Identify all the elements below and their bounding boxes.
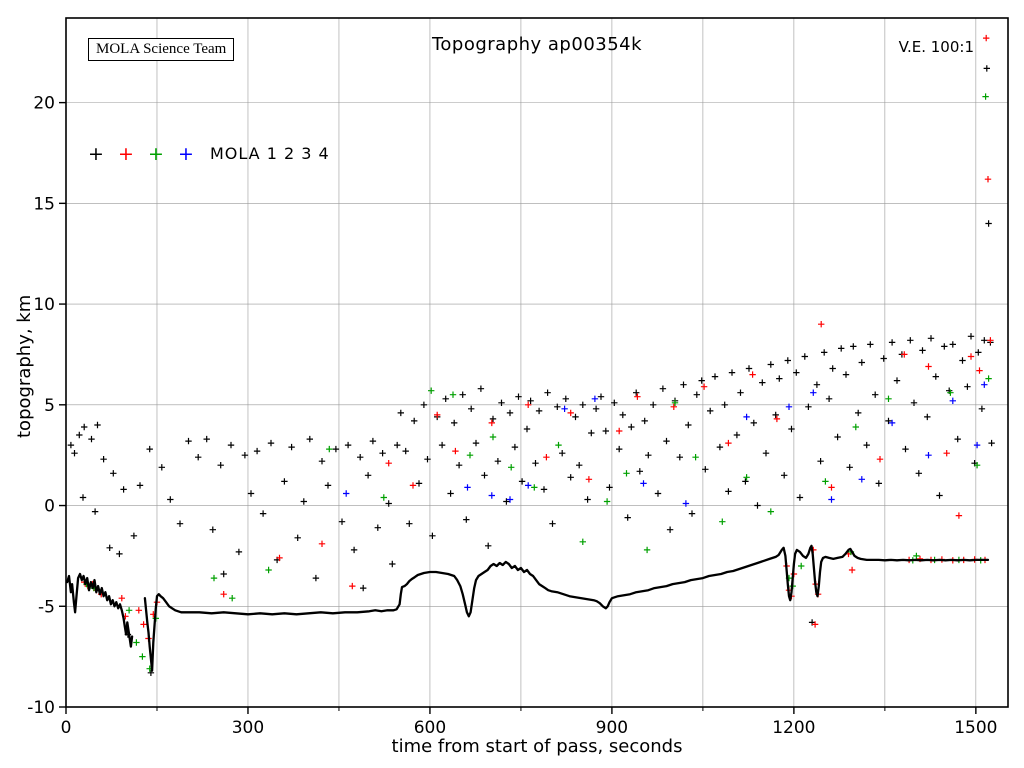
- x-tick-label: 1500: [954, 718, 997, 738]
- scatter-series-2: [81, 34, 994, 642]
- chart-title: Topography ap00354k: [431, 34, 643, 55]
- y-tick-label: 0: [44, 497, 55, 517]
- legend-marker-mola-3: +: [148, 142, 164, 165]
- scatter-series-3: [83, 93, 992, 672]
- legend-marker-mola-2: +: [118, 142, 134, 165]
- topography-profile: [143, 544, 990, 672]
- mola-science-team-badge: MOLA Science Team: [88, 38, 235, 61]
- legend: + + + + MOLA 1 2 3 4: [88, 144, 330, 163]
- y-tick-label: 10: [33, 295, 55, 315]
- topography-profile: [66, 572, 134, 648]
- x-tick-label: 600: [414, 718, 446, 738]
- x-tick-label: 1200: [772, 718, 815, 738]
- x-tick-label: 900: [596, 718, 628, 738]
- scatter-series-1: [67, 65, 995, 676]
- legend-marker-mola-1: +: [88, 142, 104, 165]
- vertical-exaggeration-label: V.E. 100:1: [898, 38, 974, 56]
- y-tick-label: -5: [38, 597, 55, 617]
- y-tick-label: 15: [33, 194, 55, 214]
- x-tick-label: 300: [232, 718, 264, 738]
- x-axis-title: time from start of pass, seconds: [391, 736, 683, 757]
- y-tick-label: 20: [33, 94, 55, 114]
- y-axis-title: topography, km: [14, 294, 35, 438]
- y-tick-label: -10: [27, 698, 55, 718]
- plot-frame: [65, 17, 1009, 708]
- y-tick-label: 5: [44, 396, 55, 416]
- x-tick-label: 0: [61, 718, 72, 738]
- legend-label: MOLA 1 2 3 4: [210, 144, 330, 163]
- scatter-series-4: [343, 381, 988, 507]
- legend-marker-mola-4: +: [178, 142, 194, 165]
